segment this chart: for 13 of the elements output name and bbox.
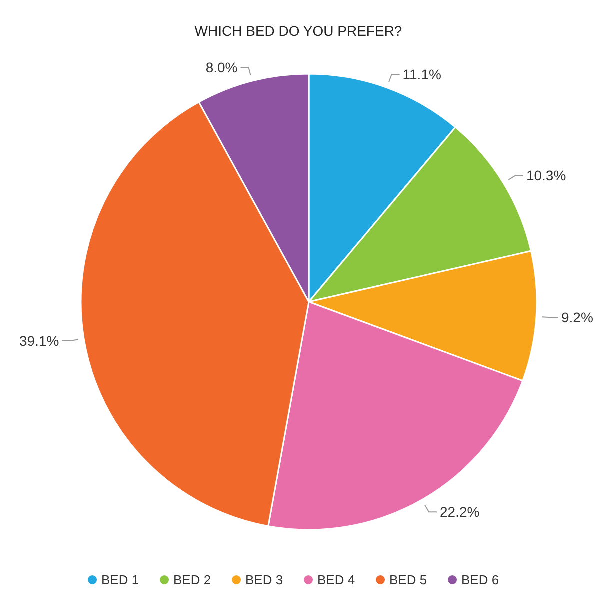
data-label: 11.1% [402,66,442,82]
legend-label: BED 5 [390,572,428,588]
legend-label: BED 6 [462,572,500,588]
data-label: 10.3% [526,168,566,184]
chart-title: WHICH BED DO YOU PREFER? [194,23,402,39]
legend-label: BED 3 [246,572,284,588]
data-label: 8.0% [206,60,238,76]
data-label: 9.2% [561,309,594,326]
data-label: 22.2% [440,504,480,520]
legend-label: BED 2 [174,572,212,588]
legend-label: BED 1 [102,572,140,588]
data-label: 39.1% [19,332,60,349]
legend-label: BED 4 [318,572,356,588]
